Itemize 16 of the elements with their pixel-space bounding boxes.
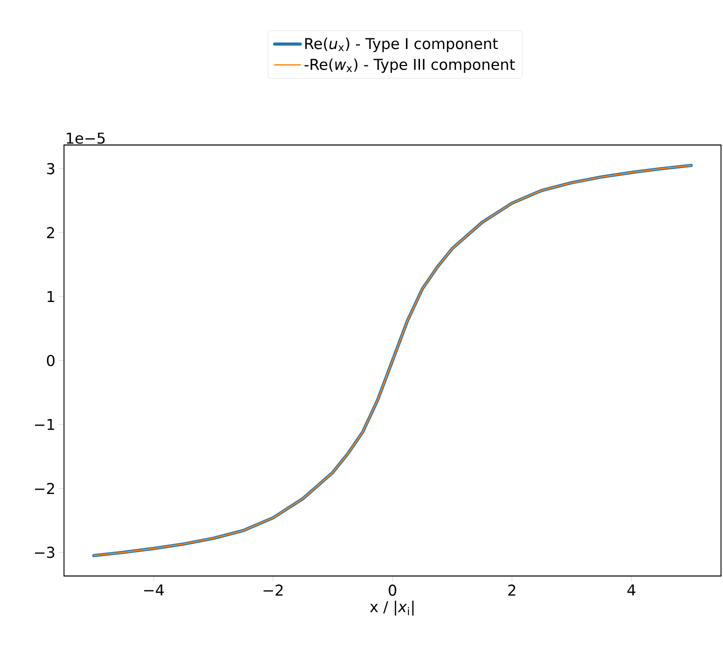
y-tick-label: −2 [35, 482, 54, 494]
text: 1e−5 [66, 132, 105, 144]
legend-label: -Re(w$_{x}$) - Type III component [304, 58, 515, 73]
y-tick-label: −1 [35, 419, 54, 430]
x-tick-label: −2 [264, 584, 283, 596]
y-tick-label: 2 [47, 227, 54, 238]
x-tick-label: 4 [627, 584, 636, 596]
y-tick-label: 1 [48, 291, 54, 302]
y-tick-label: 0 [46, 354, 54, 366]
x-tick-label: 2 [508, 584, 516, 596]
x-tick-label: 0 [388, 584, 396, 596]
legend-label: Re(u$_{x}$) - Type I component [305, 38, 498, 52]
x-tick-label: −4 [144, 584, 164, 596]
y-tick-label: 3 [47, 163, 54, 174]
y-tick-label: −3 [35, 546, 54, 558]
x-axis-title: x / |x$_{i}$| [370, 600, 414, 616]
